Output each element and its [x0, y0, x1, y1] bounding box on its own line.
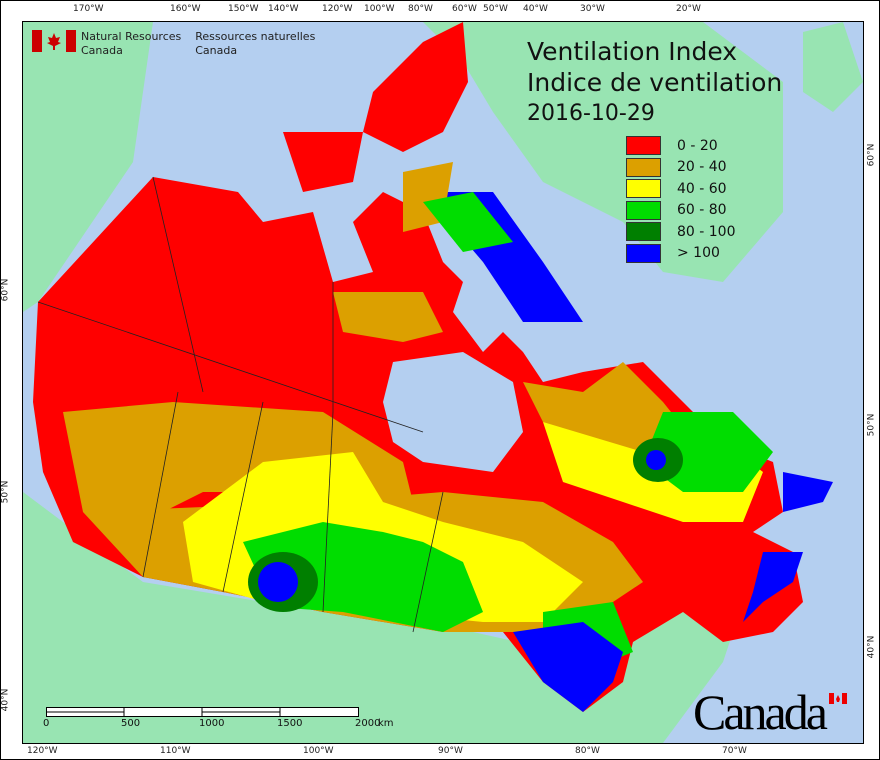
scale-label: 1500: [277, 718, 303, 729]
maritimes-zone-100: [743, 552, 803, 622]
legend-item: 80 - 100: [626, 221, 736, 243]
map-canvas: [23, 22, 863, 743]
top-tick: 170°W: [73, 4, 104, 14]
title-french: Indice de ventilation: [527, 68, 783, 97]
scale-label: 0: [43, 718, 50, 729]
arctic-island: [283, 132, 363, 192]
scale-label: 2000: [355, 718, 381, 729]
bottom-tick: 90°W: [438, 746, 463, 756]
legend-label: 0 - 20: [677, 137, 718, 154]
top-tick: 40°W: [523, 4, 548, 14]
legend-label: > 100: [677, 245, 720, 262]
legend-swatch: [626, 243, 661, 263]
right-tick: 60°N: [866, 143, 877, 167]
legend-label: 60 - 80: [677, 202, 727, 219]
scale-label: 1000: [199, 718, 225, 729]
newfoundland-zone-100: [783, 472, 833, 512]
dept-name-fr-2: Canada: [195, 44, 238, 57]
legend-swatch: [626, 200, 661, 220]
scale-label: 500: [121, 718, 141, 729]
title-english: Ventilation Index: [527, 37, 738, 66]
top-tick: 100°W: [364, 4, 395, 14]
legend-swatch: [626, 157, 661, 177]
top-tick: 60°W: [452, 4, 477, 14]
legend-label: 20 - 40: [677, 159, 727, 176]
scale-bar-graphic: [46, 707, 359, 717]
map-date: 2016-10-29: [527, 101, 655, 126]
top-tick: 150°W: [228, 4, 259, 14]
nrcan-signature: Natural Resources Canada Ressources natur…: [32, 30, 315, 58]
left-tick: 60°N: [0, 278, 11, 302]
bottom-tick: 80°W: [575, 746, 600, 756]
ventilation-index-map: [22, 21, 864, 744]
hudson-bay: [383, 352, 523, 472]
legend-item: 60 - 80: [626, 200, 736, 222]
legend-item: 0 - 20: [626, 135, 736, 157]
scale-unit: km: [378, 718, 394, 729]
zone-20-40: [333, 292, 443, 342]
dept-name-fr: Ressources naturelles: [195, 30, 316, 43]
wordmark-text: Canada: [693, 684, 828, 740]
province-borders: [37, 176, 444, 633]
legend-swatch: [626, 222, 661, 242]
canada-flag-icon: [32, 30, 76, 52]
legend-item: 20 - 40: [626, 157, 736, 179]
right-tick: 40°N: [866, 635, 877, 659]
dept-name-en-2: Canada: [81, 44, 123, 57]
right-tick: 50°N: [866, 413, 877, 437]
top-tick: 140°W: [268, 4, 299, 14]
top-tick: 20°W: [676, 4, 701, 14]
greenland: [423, 22, 783, 282]
wordmark-flag-icon: [829, 693, 847, 704]
legend-item: 40 - 60: [626, 178, 736, 200]
dept-name-en: Natural Resources: [81, 30, 182, 43]
legend: 0 - 20 20 - 40 40 - 60 60 - 80 80 - 100 > 100: [626, 135, 736, 264]
bottom-tick: 120°W: [27, 746, 58, 756]
legend-swatch: [626, 179, 661, 199]
legend-swatch: [626, 136, 661, 156]
zone-100: [258, 562, 298, 602]
map-title: Ventilation Index Indice de ventilation …: [527, 36, 782, 129]
zone-60-80: [423, 192, 513, 252]
zone-100: [646, 450, 666, 470]
alaska: [23, 22, 153, 312]
legend-item: > 100: [626, 243, 736, 265]
left-tick: 40°N: [0, 688, 11, 712]
canada-wordmark: Canada: [693, 683, 847, 741]
left-tick: 50°N: [0, 480, 11, 504]
top-tick: 120°W: [322, 4, 353, 14]
top-tick: 50°W: [483, 4, 508, 14]
bottom-tick: 70°W: [722, 746, 747, 756]
bottom-tick: 110°W: [160, 746, 191, 756]
iceland: [803, 22, 863, 112]
top-tick: 160°W: [170, 4, 201, 14]
scale-bar: 0 500 1000 1500 2000 km: [43, 704, 394, 729]
top-tick: 30°W: [580, 4, 605, 14]
top-tick: 80°W: [408, 4, 433, 14]
legend-label: 40 - 60: [677, 180, 727, 197]
ontario-zone-100: [513, 622, 623, 712]
legend-label: 80 - 100: [677, 223, 736, 240]
bottom-tick: 100°W: [303, 746, 334, 756]
ellesmere-island: [363, 22, 468, 152]
